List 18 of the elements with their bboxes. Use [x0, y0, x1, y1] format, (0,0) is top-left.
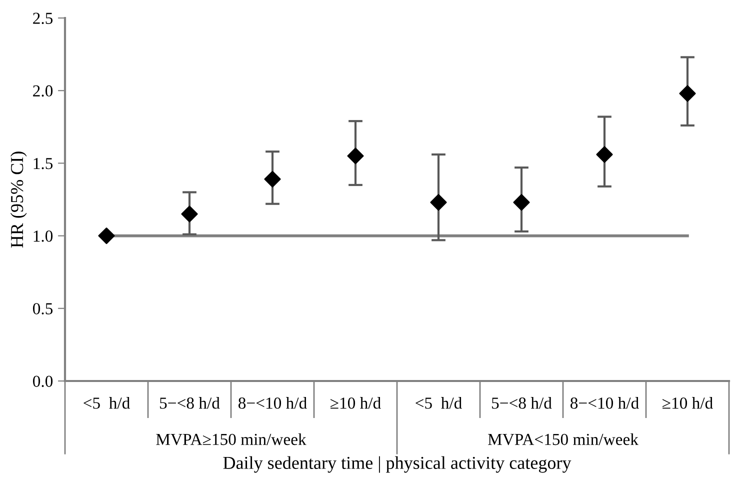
x-tick-label: 5−<8 h/d	[160, 397, 220, 409]
y-tick-label: 1.5	[34, 158, 53, 170]
y-tick-label: 0.5	[32, 303, 53, 314]
y-tick-label: 2.0	[33, 85, 53, 97]
text: MVPA<150 min/week	[488, 433, 638, 446]
x-tick-label: 8−<10 h/d	[570, 397, 639, 409]
x-tick-label: <5 h/d	[84, 397, 130, 409]
y-tick-label: 0.0	[32, 376, 53, 388]
text: MVPA≥150 min/week	[156, 433, 306, 446]
y-tick-label: 1.0	[34, 230, 53, 242]
x-tick-label: 5−<8 h/d	[492, 397, 552, 409]
x-tick-label: ≥10 h/d	[330, 397, 381, 409]
x-tick-label: <5 h/d	[416, 397, 462, 409]
x-axis-title: Daily sedentary time | physical activity category	[223, 456, 572, 473]
x-tick-label: 8−<10 h/d	[238, 397, 307, 409]
x-tick-label: ≥10 h/d	[662, 397, 713, 409]
y-tick-label: 2.5	[33, 12, 53, 24]
y-axis-title: HR (95% CI)	[10, 152, 27, 248]
